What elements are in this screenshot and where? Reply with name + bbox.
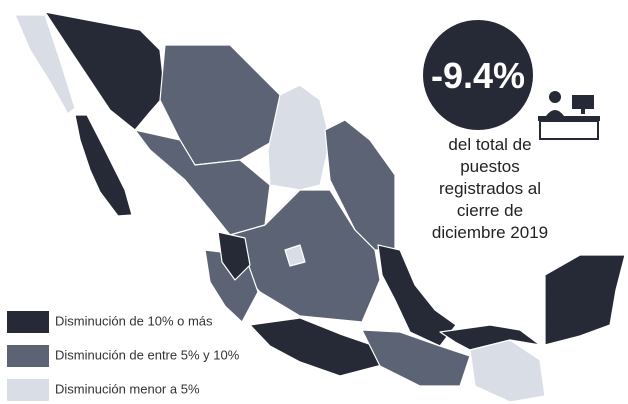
- caption-line: registrados al: [439, 179, 541, 198]
- headline-value: -9.4%: [431, 55, 525, 96]
- region: [361, 329, 471, 387]
- region: [74, 114, 133, 217]
- region: [267, 84, 331, 191]
- legend-swatch: [7, 345, 49, 367]
- legend: Disminución de 10% o más Disminución de …: [7, 311, 240, 401]
- legend-swatch: [7, 379, 49, 401]
- region: [14, 14, 76, 115]
- caption-line: diciembre 2019: [432, 223, 548, 242]
- legend-label: Disminución de 10% o más: [55, 313, 213, 328]
- region: [469, 339, 546, 403]
- caption-line: puestos: [460, 157, 520, 176]
- region: [439, 324, 541, 351]
- region: [544, 254, 626, 346]
- region: [284, 244, 306, 267]
- region: [44, 11, 166, 131]
- headline-circle: [423, 20, 533, 130]
- legend-swatch: [7, 311, 49, 333]
- map: [14, 11, 626, 403]
- caption-line: del total de: [448, 135, 531, 154]
- desk-icon: [538, 91, 600, 140]
- region: [217, 231, 251, 281]
- legend-label: Disminución menor a 5%: [55, 381, 200, 396]
- caption-line: cierre de: [457, 201, 523, 220]
- legend-label: Disminución de entre 5% y 10%: [55, 347, 240, 362]
- region: [249, 317, 383, 377]
